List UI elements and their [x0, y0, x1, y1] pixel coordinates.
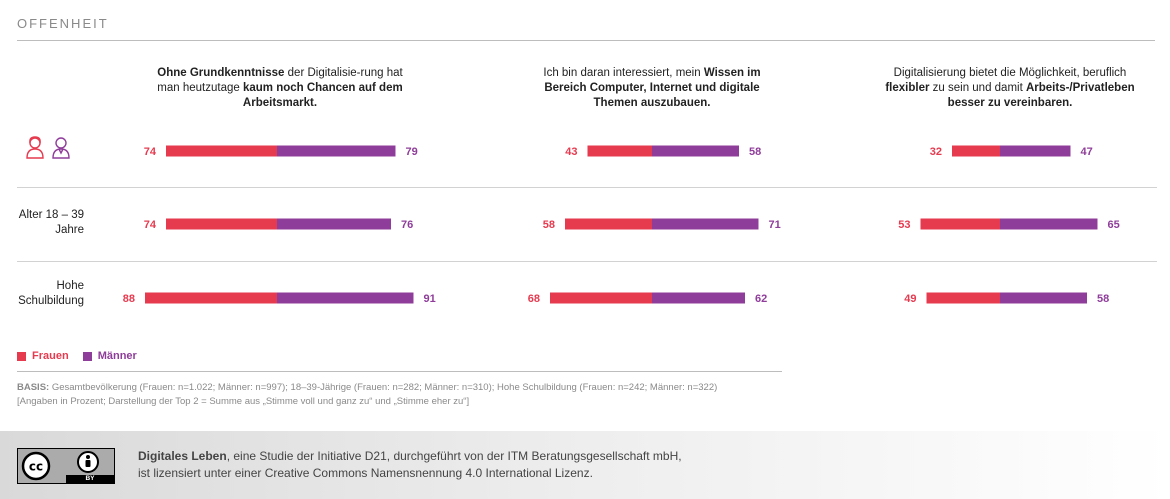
- legend-item-frauen: Frauen: [17, 350, 69, 362]
- question-3: Digitalisierung bietet die Möglichkeit, …: [880, 66, 1140, 111]
- cc-icon: cc: [21, 451, 51, 481]
- value-label-frauen: 58: [543, 219, 555, 231]
- question-1: Ohne Grundkenntnisse der Digitalisie-run…: [150, 66, 410, 111]
- question-text-part: der Digitalisie-rung hat man heutzutage: [157, 67, 403, 94]
- gender-icons: [26, 136, 70, 159]
- bar-maenner: [652, 145, 739, 157]
- license-footer: cc BY Digitales Leben, eine Studie der I…: [0, 431, 1170, 499]
- legend-label-maenner: Männer: [97, 350, 137, 362]
- bar-maenner: [652, 292, 745, 304]
- value-label-frauen: 74: [144, 219, 157, 231]
- row-label-age: Alter 18 – 39 Jahre: [18, 209, 84, 236]
- bar-frauen: [926, 292, 1000, 304]
- question-text-part: Digitalisierung bietet die Möglichkeit, …: [893, 67, 1127, 79]
- bar-frauen: [952, 145, 1000, 157]
- question-text-part: kaum noch Chancen auf dem Arbeitsmarkt.: [242, 82, 403, 109]
- bar-maenner: [1000, 218, 1098, 230]
- question-text-part: zu sein und damit: [929, 82, 1026, 94]
- value-label-maenner: 62: [755, 293, 767, 305]
- bar-maenner: [1000, 145, 1071, 157]
- basis-label: BASIS:: [17, 382, 50, 393]
- page-title: OFFENHEIT: [17, 16, 109, 31]
- value-label-maenner: 65: [1108, 219, 1120, 231]
- cc-text: cc: [29, 460, 43, 474]
- license-text: Digitales Leben, eine Studie der Initiat…: [138, 448, 838, 482]
- row-label-education: Hohe Schulbildung: [18, 280, 84, 307]
- question-2: Ich bin daran interessiert, mein Wissen …: [522, 66, 782, 111]
- legend-item-maenner: Männer: [82, 350, 137, 362]
- question-text-part: Ich bin daran interessiert, mein: [543, 67, 704, 79]
- bar-maenner: [277, 218, 391, 230]
- male-person-icon: [52, 137, 70, 159]
- license-line-2: ist lizensiert unter einer Creative Comm…: [138, 466, 593, 480]
- legend-label-frauen: Frauen: [32, 350, 69, 362]
- value-label-frauen: 32: [930, 146, 942, 158]
- bar-maenner: [652, 218, 759, 230]
- value-label-frauen: 68: [528, 293, 540, 305]
- bar-maenner: [277, 145, 396, 157]
- value-label-maenner: 91: [424, 293, 436, 305]
- basis-note: BASIS: Gesamtbevölkerung (Frauen: n=1.02…: [17, 381, 1017, 409]
- bar-frauen: [587, 145, 652, 157]
- question-text-part: Ohne Grundkenntnisse: [157, 67, 285, 79]
- diverging-bar-chart: 74 79 74 76 88 91 43 58 58 71 68 62 32 47 53 65 49 58: [123, 145, 1120, 305]
- female-person-icon: [26, 136, 44, 159]
- attribution-person-icon: [77, 451, 99, 473]
- question-text-part: Arbeits-/Privatleben besser zu vereinbar…: [947, 82, 1135, 109]
- bar-frauen: [145, 292, 277, 304]
- row-divider: [17, 187, 1157, 188]
- question-text-part: flexibler: [885, 82, 930, 94]
- basis-line-2: [Angaben in Prozent; Darstellung der Top…: [17, 396, 470, 407]
- bar-frauen: [920, 218, 1000, 230]
- bar-frauen: [166, 145, 277, 157]
- question-text-part: Wissen im Bereich Computer, Internet und…: [544, 67, 761, 109]
- bar-maenner: [1000, 292, 1087, 304]
- title-divider: [17, 40, 1155, 41]
- legend: Frauen Männer: [17, 350, 137, 362]
- value-label-maenner: 76: [401, 219, 413, 231]
- bar-maenner: [277, 292, 414, 304]
- basis-line-1: Gesamtbevölkerung (Frauen: n=1.022; Männ…: [49, 382, 718, 393]
- value-label-frauen: 74: [144, 146, 157, 158]
- legend-swatch-frauen: [17, 351, 26, 361]
- value-label-frauen: 49: [904, 293, 916, 305]
- value-label-maenner: 47: [1081, 146, 1093, 158]
- row-divider: [17, 261, 1157, 262]
- license-line-1: , eine Studie der Initiative D21, durchg…: [226, 449, 682, 463]
- by-label: BY: [66, 475, 114, 483]
- value-label-frauen: 53: [898, 219, 910, 231]
- value-label-frauen: 88: [123, 293, 135, 305]
- value-label-maenner: 79: [406, 146, 418, 158]
- value-label-maenner: 71: [769, 219, 781, 231]
- value-label-frauen: 43: [565, 146, 577, 158]
- legend-swatch-maenner: [82, 351, 92, 361]
- value-label-maenner: 58: [1097, 293, 1109, 305]
- bar-frauen: [166, 218, 277, 230]
- bar-frauen: [550, 292, 652, 304]
- bar-frauen: [565, 218, 652, 230]
- legend-divider: [17, 371, 782, 372]
- study-name: Digitales Leben: [138, 449, 227, 463]
- cc-by-license-badge[interactable]: cc BY: [17, 448, 115, 484]
- value-label-maenner: 58: [749, 146, 761, 158]
